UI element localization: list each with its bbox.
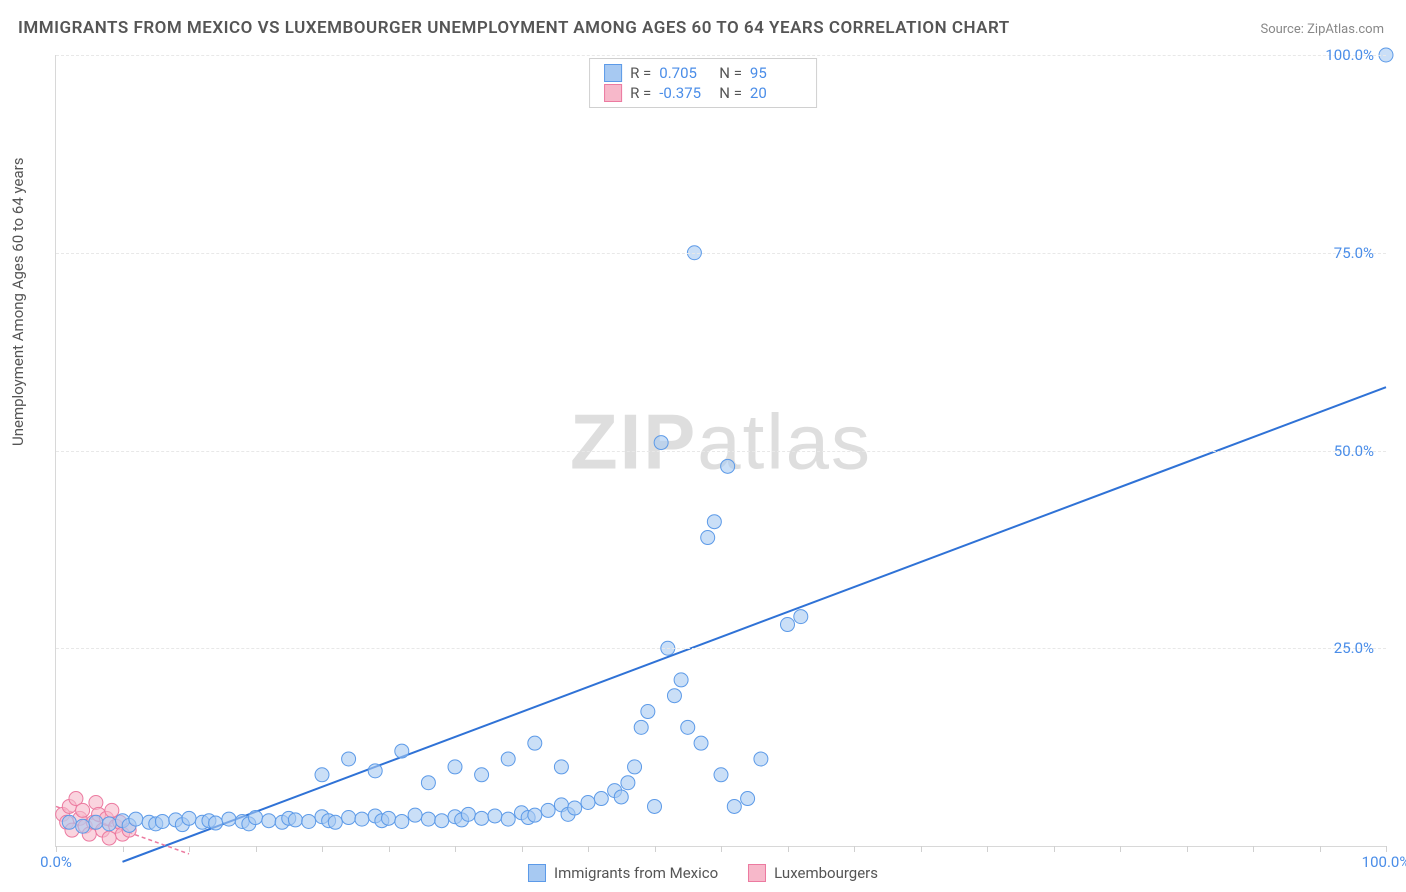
- plot-area: ZIPatlas 25.0%50.0%75.0%100.0%0.0%100.0%: [55, 55, 1386, 847]
- x-tick-label: 100.0%: [1362, 853, 1406, 871]
- stats-box: R =0.705N =95R =-0.375N =20: [589, 58, 817, 108]
- chart-title: IMMIGRANTS FROM MEXICO VS LUXEMBOURGER U…: [18, 18, 1010, 38]
- source-attribution: Source: ZipAtlas.com: [1260, 22, 1384, 37]
- y-axis-title: Unemployment Among Ages 60 to 64 years: [9, 158, 27, 446]
- legend-item: Luxembourgers: [748, 864, 878, 882]
- y-tick-label: 75.0%: [1334, 244, 1374, 262]
- x-tick-label: 0.0%: [40, 853, 72, 871]
- stats-row: R =-0.375N =20: [604, 83, 802, 103]
- bottom-legend: Immigrants from Mexico Luxembourgers: [528, 864, 878, 882]
- y-tick-label: 25.0%: [1334, 639, 1374, 657]
- stats-row: R =0.705N =95: [604, 63, 802, 83]
- legend-item: Immigrants from Mexico: [528, 864, 718, 882]
- y-tick-label: 100.0%: [1325, 46, 1374, 64]
- y-tick-label: 50.0%: [1334, 442, 1374, 460]
